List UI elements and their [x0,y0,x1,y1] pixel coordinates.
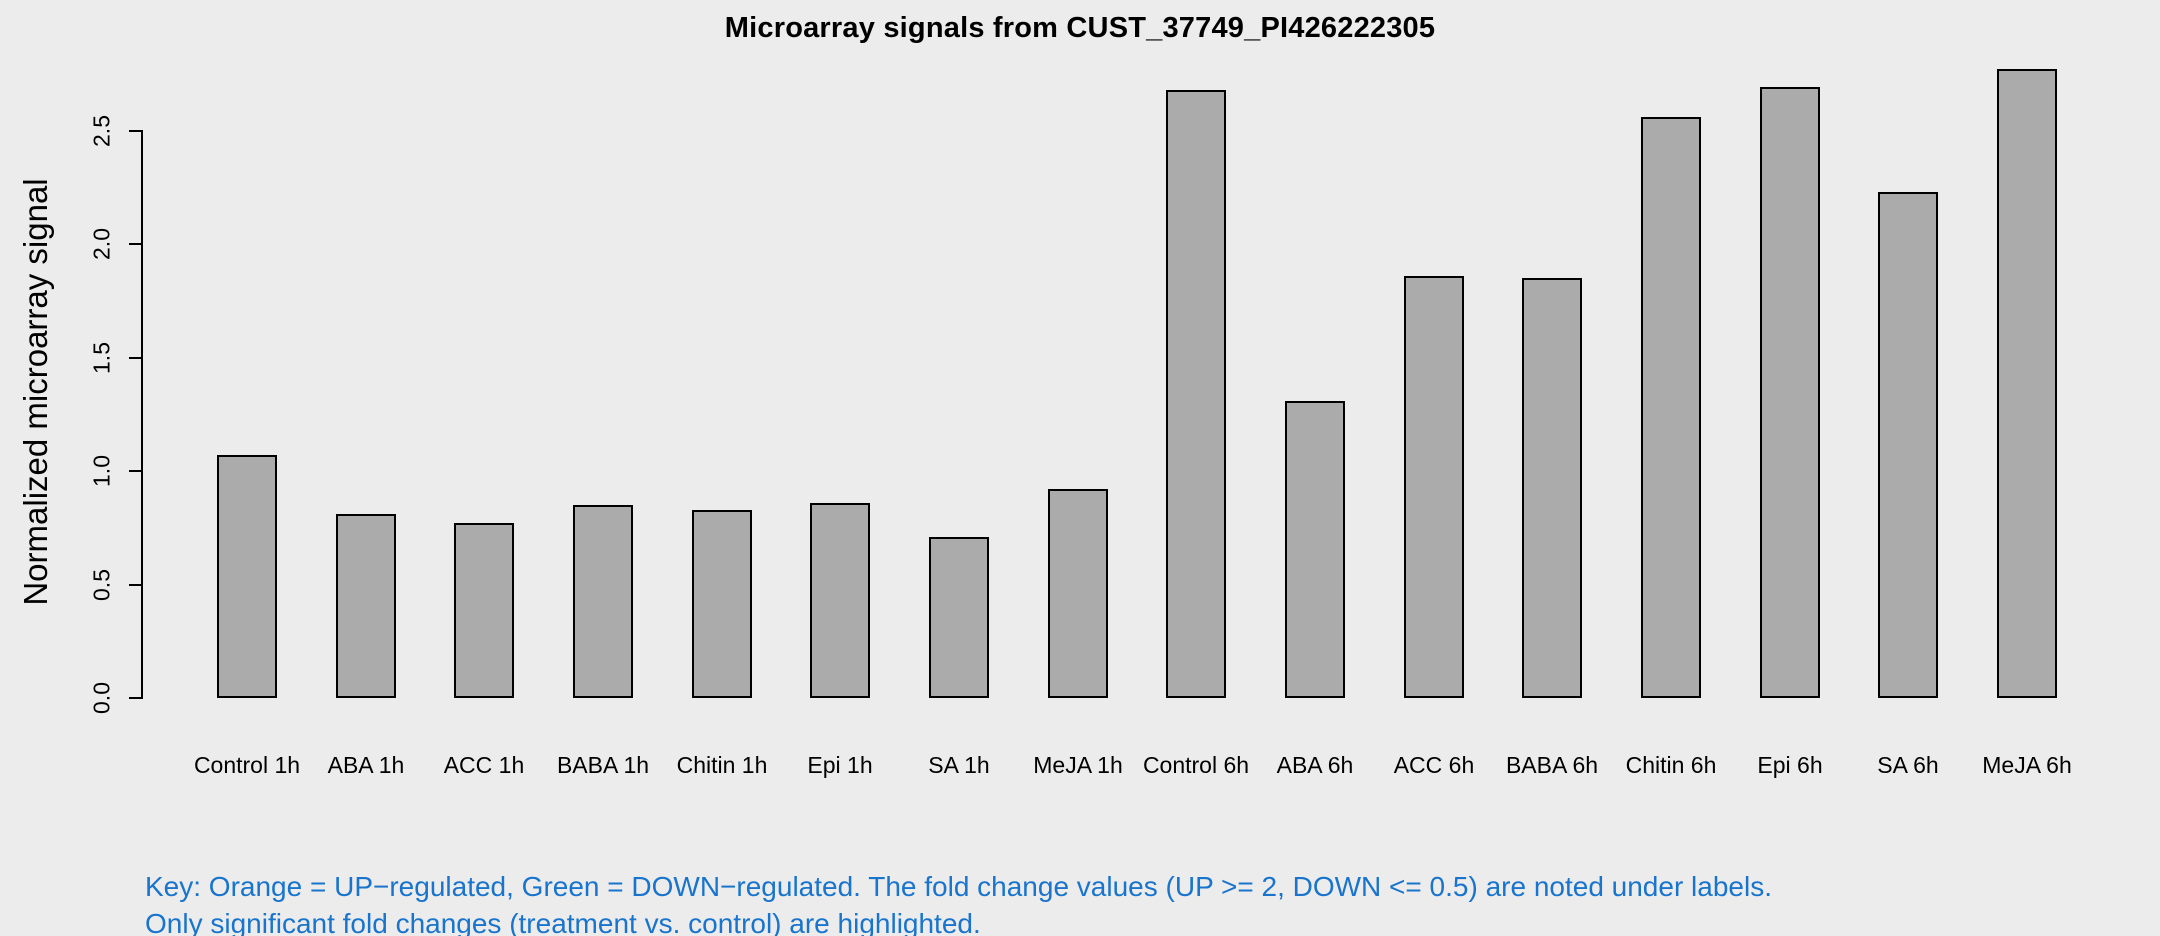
bar-control-6h [1166,90,1226,698]
y-tick-mark [129,129,141,132]
y-tick-mark [129,470,141,472]
y-tick-label-text: 1.0 [88,455,115,487]
y-tick-mark [129,356,141,359]
y-tick-mark [129,583,141,586]
bar-aba-6h [1285,401,1345,698]
bar-meja-1h [1048,489,1108,698]
bar-baba-1h [573,505,633,698]
y-axis-title: Normalized microarray signal [17,178,54,606]
bar-acc-1h [454,523,514,698]
y-tick-mark [129,243,141,245]
y-tick-mark [129,697,141,699]
x-tick-label: Control 6h [1142,752,1250,778]
bar-meja-6h [1997,69,2057,698]
y-tick-label-text: 0.5 [88,568,115,601]
x-tick-label: SA 1h [928,752,990,778]
footnote-line-1: Key: Orange = UP−regulated, Green = DOWN… [145,871,1772,902]
bar-sa-6h [1878,192,1938,698]
y-axis-line [141,130,143,699]
bar-chitin-6h [1641,117,1701,698]
y-tick-label-text: 2.5 [88,114,115,147]
x-tick-label: Epi 6h [1757,752,1823,778]
x-tick-label: Epi 1h [807,752,873,778]
y-tick-label-text: 1.5 [88,341,115,374]
y-tick-label-text: 0.0 [88,682,115,714]
chart-title: Microarray signals from CUST_37749_PI426… [724,12,1436,44]
x-tick-label: Control 1h [193,752,301,778]
footnote-line-2: Only significant fold changes (treatment… [145,908,981,936]
x-tick-label: ABA 6h [1276,752,1354,778]
bar-aba-1h [336,514,396,698]
x-tick-label: Chitin 6h [1625,752,1717,778]
x-tick-label: BABA 6h [1505,752,1599,778]
bar-baba-6h [1522,278,1582,698]
x-tick-label: ACC 1h [443,752,525,778]
bar-epi-1h [810,503,870,698]
bar-control-1h [217,455,277,698]
x-tick-label: SA 6h [1877,752,1939,778]
footnote: Key: Orange = UP−regulated, Green = DOWN… [145,868,1772,936]
x-tick-label: ABA 1h [327,752,405,778]
bar-acc-6h [1404,276,1464,698]
bar-sa-1h [929,537,989,698]
x-tick-label: Chitin 1h [676,752,768,778]
x-tick-label: BABA 1h [556,752,650,778]
y-tick-label-text: 2.0 [88,228,115,260]
bar-epi-6h [1760,87,1820,698]
bar-chitin-1h [692,510,752,698]
x-tick-label: MeJA 6h [1982,752,2072,778]
x-tick-label: MeJA 1h [1033,752,1123,778]
x-tick-label: ACC 6h [1393,752,1475,778]
